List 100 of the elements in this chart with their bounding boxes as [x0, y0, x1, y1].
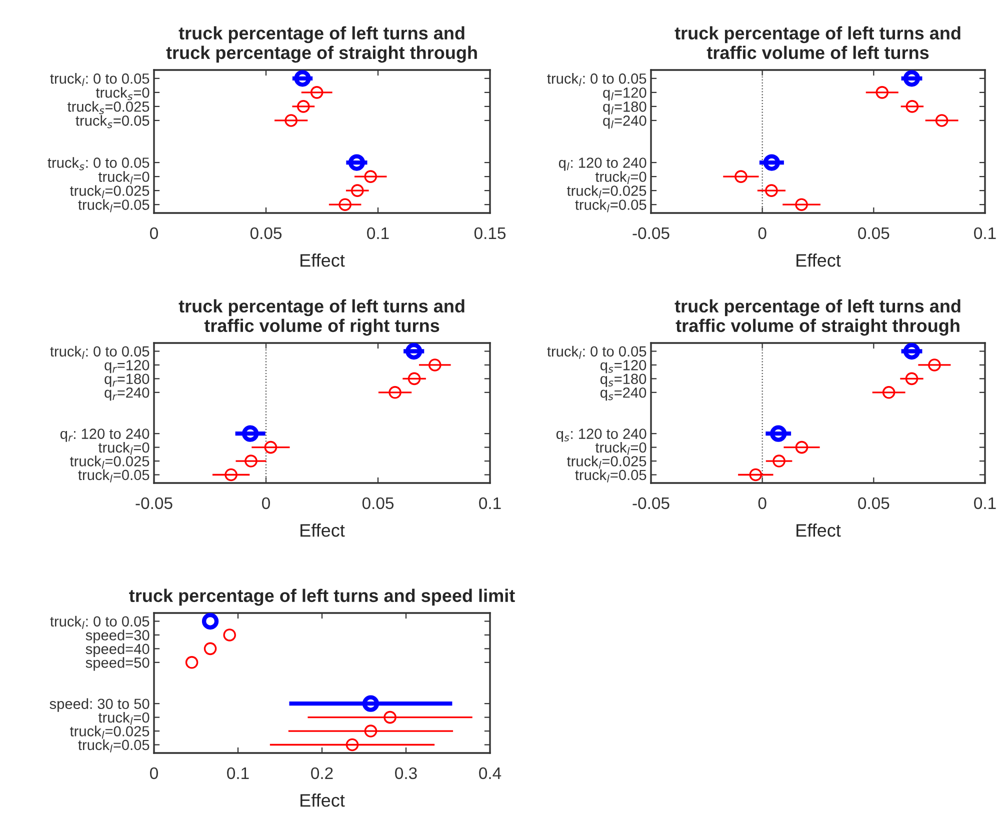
point	[294, 70, 311, 87]
x-tick-label: 0	[758, 227, 766, 240]
point	[763, 154, 780, 171]
point	[765, 184, 778, 197]
point	[242, 425, 259, 442]
x-tick-label: 0.05	[362, 497, 394, 510]
point	[408, 372, 421, 386]
y-tick-label: truck$_{l}$: 0 to 0.05	[50, 346, 150, 359]
y-tick-label: speed: 30 to 50	[50, 698, 150, 712]
chart-title: truck percentage of left turns and traffic volume of left turns	[674, 26, 960, 60]
x-tick-label: 0	[150, 227, 158, 240]
x-tick-label: 0	[150, 767, 158, 780]
point	[770, 425, 787, 442]
point	[928, 358, 941, 372]
x-tick-label: -0.05	[136, 497, 172, 510]
point	[202, 613, 219, 630]
y-tick-label: q$_{r}$=240	[104, 387, 150, 401]
x-tick-label: 0.1	[974, 497, 996, 510]
x-tick-label: 0.1	[227, 767, 249, 780]
x-tick-label: 0.05	[858, 227, 890, 240]
point	[734, 170, 748, 183]
y-tick-label: truck$_{l}$=0.025	[566, 456, 646, 469]
y-tick-label: truck$_{l}$: 0 to 0.05	[547, 73, 646, 86]
y-tick-label: truck$_{l}$: 0 to 0.05	[50, 73, 150, 86]
y-tick-label: q$_{l}$: 120 to 240	[558, 158, 646, 171]
x-tick-label: 0.1	[367, 227, 389, 240]
point	[906, 100, 919, 113]
y-tick-label: truck$_{l}$=0	[595, 171, 646, 184]
y-tick-label: truck$_{l}$=0.025	[70, 726, 150, 739]
x-tick-label: 0.3	[395, 767, 417, 780]
point	[772, 454, 786, 468]
point	[935, 114, 948, 127]
point	[264, 440, 278, 454]
x-tick-label: -0.05	[632, 227, 670, 240]
x-tick-label: 0.1	[479, 497, 501, 510]
point	[384, 710, 396, 724]
y-tick-label: speed=30	[86, 630, 150, 644]
y-tick-label: truck$_{l}$=0.05	[575, 469, 646, 482]
y-tick-label: truck$_{l}$=0	[98, 442, 150, 455]
y-tick-label: truck$_{l}$=0.05	[575, 199, 646, 212]
x-axis-title: Effect	[300, 794, 345, 807]
point	[795, 198, 808, 211]
y-tick-label: truck$_{l}$=0.05	[78, 739, 150, 752]
y-tick-label: truck$_{l}$=0	[98, 171, 150, 184]
x-axis-title: Effect	[300, 524, 345, 537]
y-tick-label: truck$_{s}$: 0 to 0.05	[48, 157, 150, 170]
x-tick-label: 0.1	[974, 227, 996, 240]
y-tick-label: q$_{s}$=120	[600, 360, 646, 374]
point	[223, 628, 236, 642]
x-tick-label: 0	[758, 497, 766, 510]
point	[362, 695, 380, 712]
x-tick-label: 0.4	[479, 767, 502, 780]
y-tick-label: q$_{r}$=180	[104, 374, 150, 387]
point	[406, 343, 422, 360]
point	[338, 198, 352, 211]
point	[346, 738, 359, 752]
y-tick-label: truck$_{l}$=0.025	[70, 456, 150, 469]
y-tick-label: q$_{s}$=240	[600, 387, 646, 401]
y-tick-label: truck$_{l}$=0.025	[70, 185, 150, 198]
point	[364, 170, 377, 183]
y-tick-label: q$_{s}$: 120 to 240	[556, 428, 646, 442]
point	[749, 468, 762, 482]
point	[351, 184, 364, 197]
x-tick-label: 0	[262, 497, 270, 510]
point	[284, 114, 298, 127]
chart-title: truck percentage of left turns and speed limit	[129, 588, 515, 606]
point	[348, 154, 366, 171]
chart-title: truck percentage of left turns and truck percentage of straight through	[166, 26, 477, 63]
y-tick-label: speed=50	[86, 657, 150, 671]
point	[185, 656, 198, 669]
point	[364, 724, 378, 738]
y-tick-label: truck$_{l}$=0.05	[78, 199, 150, 212]
y-tick-label: truck$_{l}$: 0 to 0.05	[547, 346, 646, 359]
y-tick-label: truck$_{l}$=0.025	[566, 185, 646, 198]
point	[882, 386, 896, 399]
y-tick-label: truck$_{l}$=0	[98, 712, 150, 725]
point	[204, 642, 217, 656]
point	[244, 454, 258, 468]
point	[903, 70, 920, 87]
y-tick-label: q$_{r}$: 120 to 240	[60, 428, 150, 442]
x-tick-label: 0.2	[311, 767, 333, 780]
y-tick-label: q$_{s}$=180	[600, 374, 646, 387]
point	[388, 386, 402, 399]
y-tick-label: q$_{l}$=120	[603, 87, 646, 101]
point	[905, 372, 918, 386]
y-tick-label: speed=40	[86, 643, 150, 657]
x-tick-label: 0.15	[474, 227, 506, 240]
x-axis-title: Effect	[300, 254, 345, 267]
y-tick-label: q$_{r}$=120	[104, 360, 150, 374]
y-tick-label: truck$_{s}$=0.025	[68, 101, 150, 114]
point	[903, 343, 920, 360]
x-tick-label: 0.05	[250, 227, 282, 240]
y-tick-label: q$_{l}$=240	[603, 116, 646, 129]
point	[224, 468, 238, 482]
x-tick-label: -0.05	[632, 497, 670, 510]
x-axis-title: Effect	[796, 254, 841, 267]
y-tick-label: truck$_{l}$=0.05	[78, 469, 150, 482]
x-tick-label: 0.05	[858, 497, 890, 510]
chart-title: truck percentage of left turns and traffic volume of straight through	[674, 299, 960, 336]
y-tick-label: q$_{l}$=180	[603, 102, 646, 115]
